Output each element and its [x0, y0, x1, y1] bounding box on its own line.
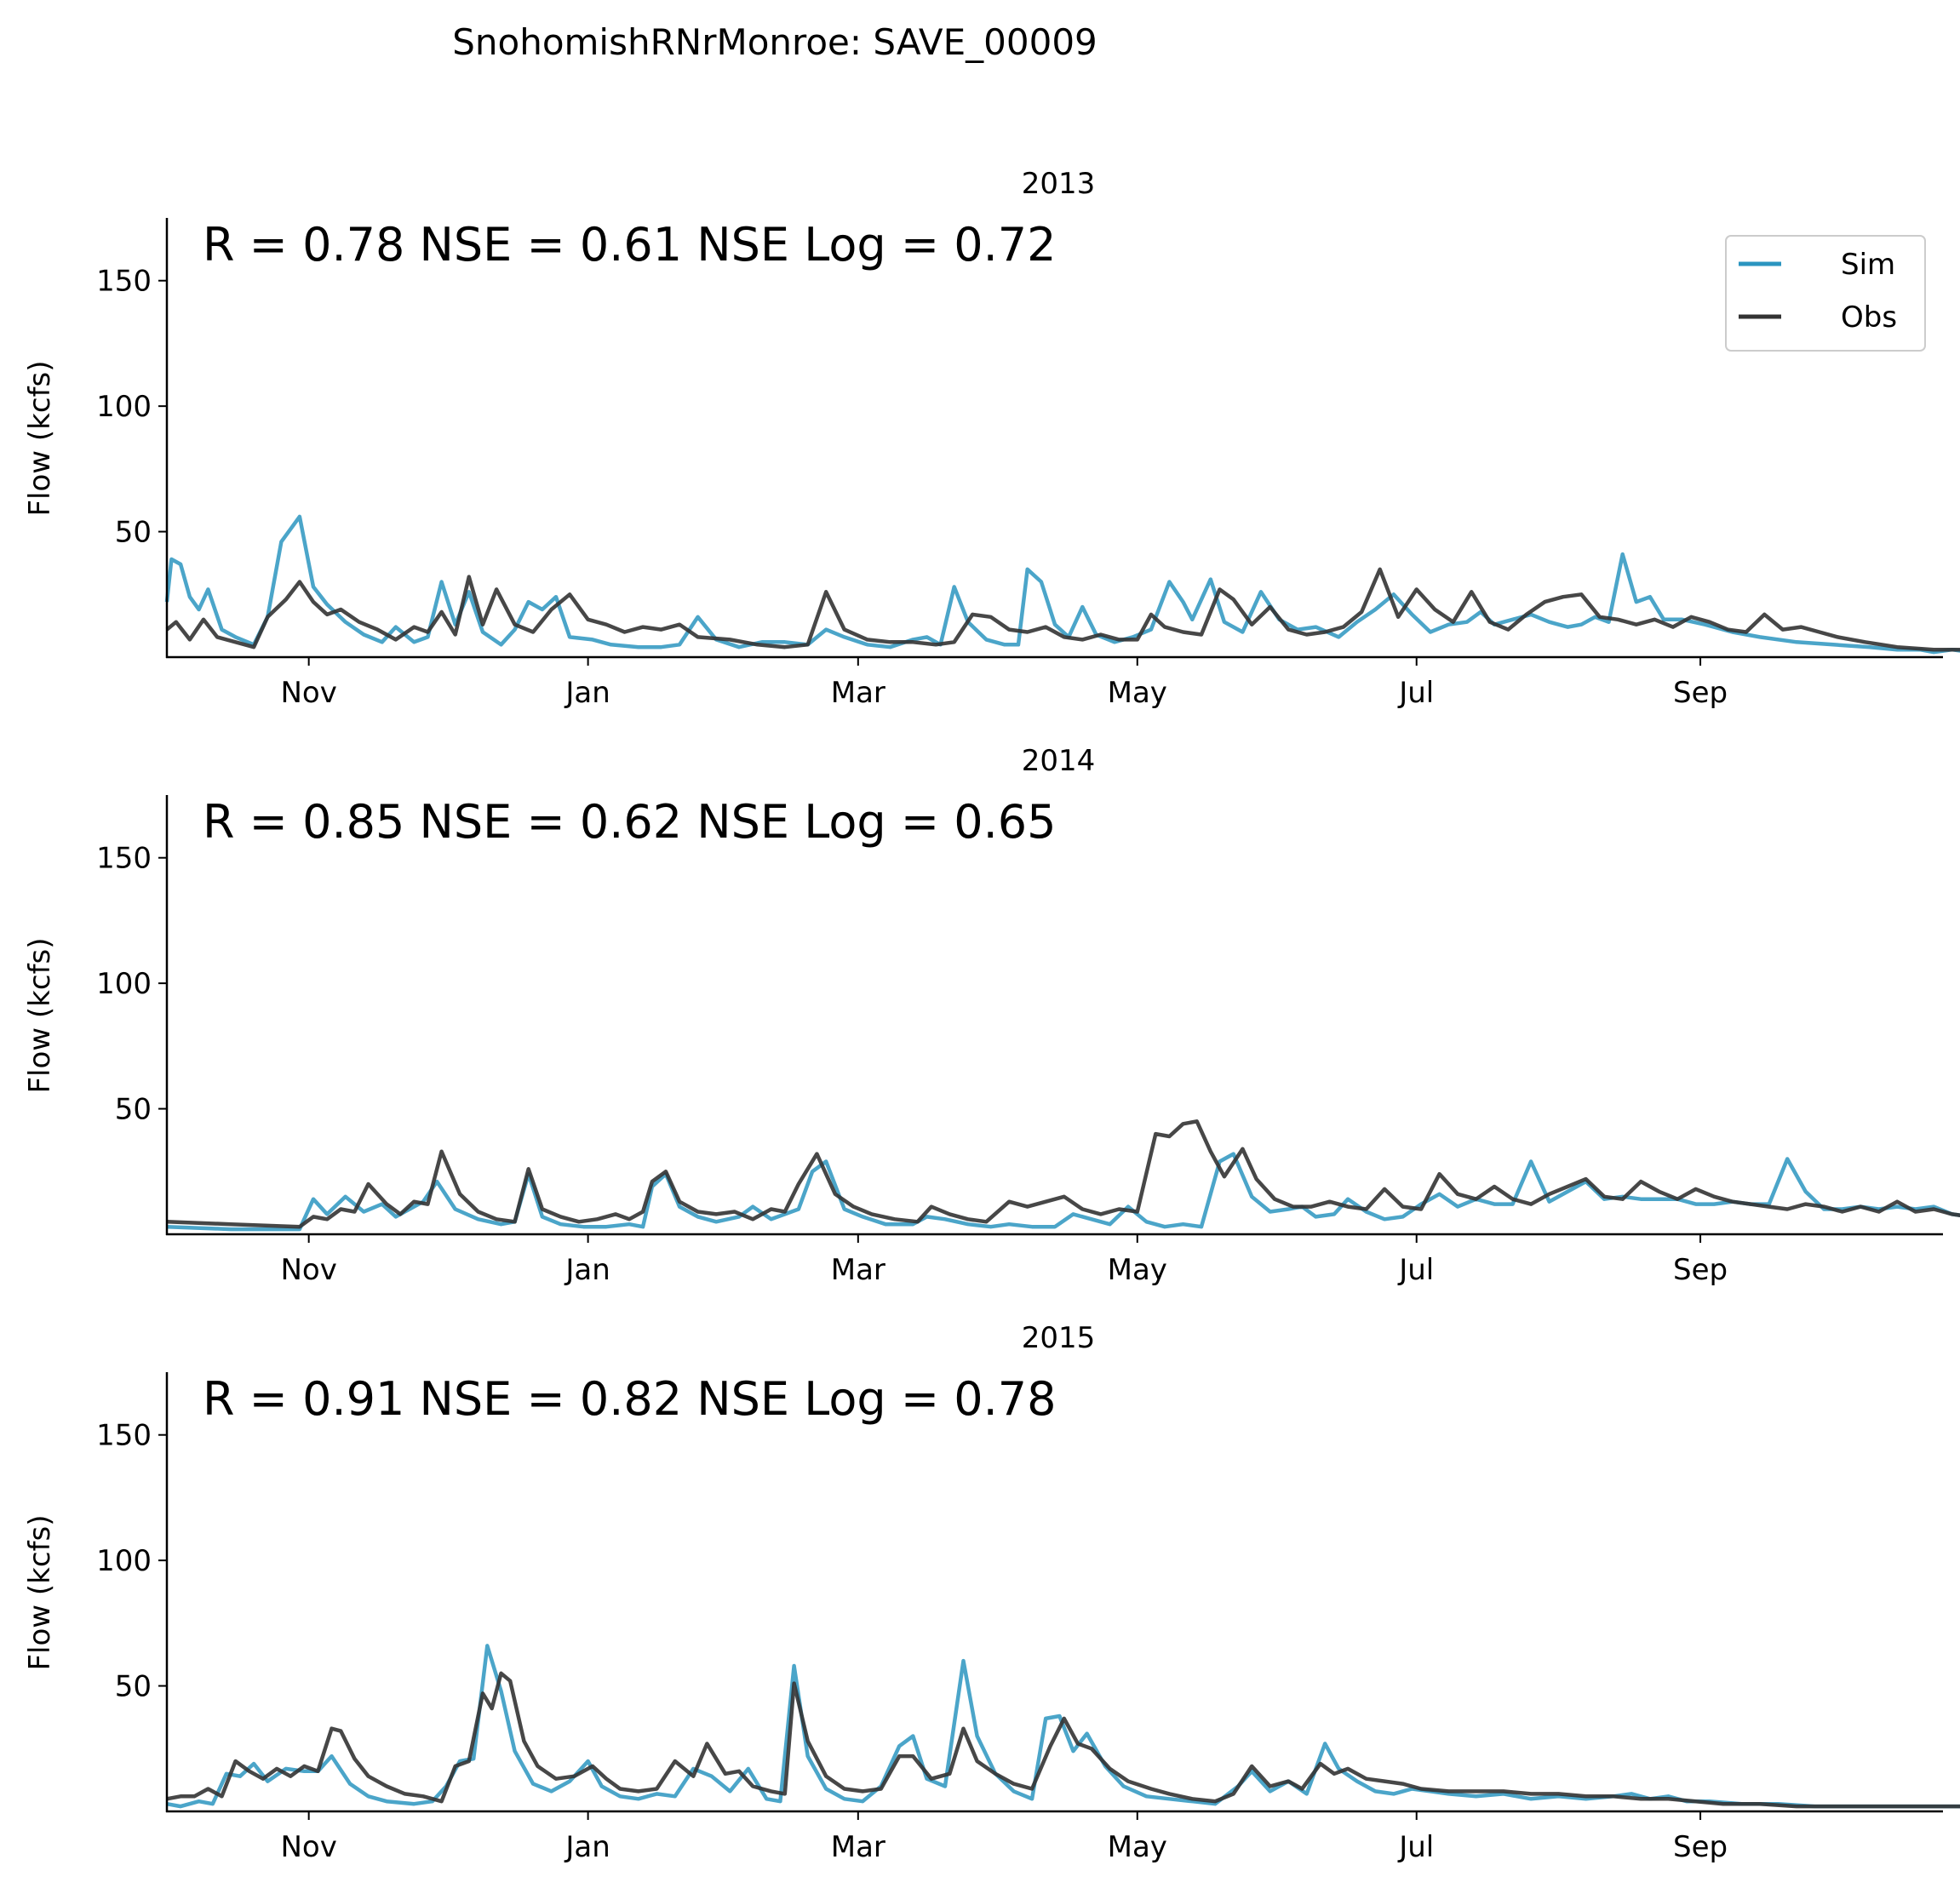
y-tick-label: 100 — [96, 390, 152, 424]
x-tick-label: Sep — [1673, 1830, 1728, 1864]
figure-title: SnohomishRNrMonroe: SAVE_00009 — [452, 21, 1097, 63]
x-tick-label: Nov — [280, 676, 336, 710]
x-tick-label: May — [1108, 1830, 1167, 1864]
x-ticks: Nov Jan Mar May Jul Sep — [280, 657, 1728, 710]
y-ticks: 50 100 150 — [96, 842, 167, 1127]
x-ticks: Nov Jan Mar May Jul Sep — [280, 1234, 1728, 1287]
x-tick-label: Jan — [564, 676, 610, 710]
panel-title: 2015 — [1022, 1321, 1096, 1355]
legend: Sim Obs — [1725, 235, 1926, 352]
panel-title: 2013 — [1022, 167, 1096, 201]
y-tick-label: 50 — [115, 1093, 152, 1127]
axes-spines — [165, 795, 1943, 1236]
y-tick-label: 50 — [115, 1670, 152, 1704]
x-tick-label: Jan — [564, 1253, 610, 1287]
y-tick-label: 100 — [96, 967, 152, 1001]
x-ticks: Nov Jan Mar May Jul Sep — [280, 1811, 1728, 1864]
series-line-obs — [165, 567, 1960, 652]
x-tick-label: Mar — [831, 1253, 885, 1287]
axes-spines — [165, 218, 1943, 659]
x-tick-label: Sep — [1673, 1253, 1728, 1287]
x-tick-label: Mar — [831, 676, 885, 710]
y-tick-label: 100 — [96, 1544, 152, 1578]
y-tick-label: 50 — [115, 516, 152, 550]
panel-2014: 2014 R = 0.85 NSE = 0.62 NSE Log = 0.65 … — [23, 744, 1960, 1287]
y-axis-label: Flow (kcfs) — [23, 937, 57, 1093]
legend-sim-label: Sim — [1841, 248, 1895, 282]
y-tick-label: 150 — [96, 265, 152, 299]
series-lines — [166, 1119, 1960, 1232]
x-tick-label: May — [1108, 676, 1167, 710]
panel-2013: 2013 R = 0.78 NSE = 0.61 NSE Log = 0.72 … — [23, 167, 1960, 710]
stats-annotation: R = 0.85 NSE = 0.62 NSE Log = 0.65 — [203, 795, 1056, 849]
y-tick-label: 150 — [96, 842, 152, 876]
y-ticks: 50 100 150 — [96, 265, 167, 550]
series-line-obs — [166, 1119, 1960, 1229]
x-tick-label: Jan — [564, 1830, 610, 1864]
y-axis-label: Flow (kcfs) — [23, 360, 57, 516]
x-tick-label: Jul — [1397, 1830, 1434, 1864]
legend-obs-label: Obs — [1841, 300, 1897, 335]
x-tick-label: Mar — [831, 1830, 885, 1864]
x-tick-label: Sep — [1673, 676, 1728, 710]
series-lines — [164, 514, 1960, 655]
y-ticks: 50 100 150 — [96, 1419, 167, 1704]
x-tick-label: Nov — [280, 1830, 336, 1864]
panel-2015: 2015 R = 0.91 NSE = 0.82 NSE Log = 0.78 … — [23, 1321, 1960, 1864]
series-line-obs — [166, 1671, 1960, 1809]
axes-spines — [165, 1372, 1943, 1813]
x-tick-label: Jul — [1397, 1253, 1434, 1287]
stats-annotation: R = 0.78 NSE = 0.61 NSE Log = 0.72 — [203, 218, 1056, 272]
panel-title: 2014 — [1022, 744, 1096, 778]
y-tick-label: 150 — [96, 1419, 152, 1453]
x-tick-label: Nov — [280, 1253, 336, 1287]
y-axis-label: Flow (kcfs) — [23, 1514, 57, 1670]
series-lines — [166, 1644, 1960, 1809]
stats-annotation: R = 0.91 NSE = 0.82 NSE Log = 0.78 — [203, 1372, 1056, 1426]
x-tick-label: Jul — [1397, 676, 1434, 710]
x-tick-label: May — [1108, 1253, 1167, 1287]
